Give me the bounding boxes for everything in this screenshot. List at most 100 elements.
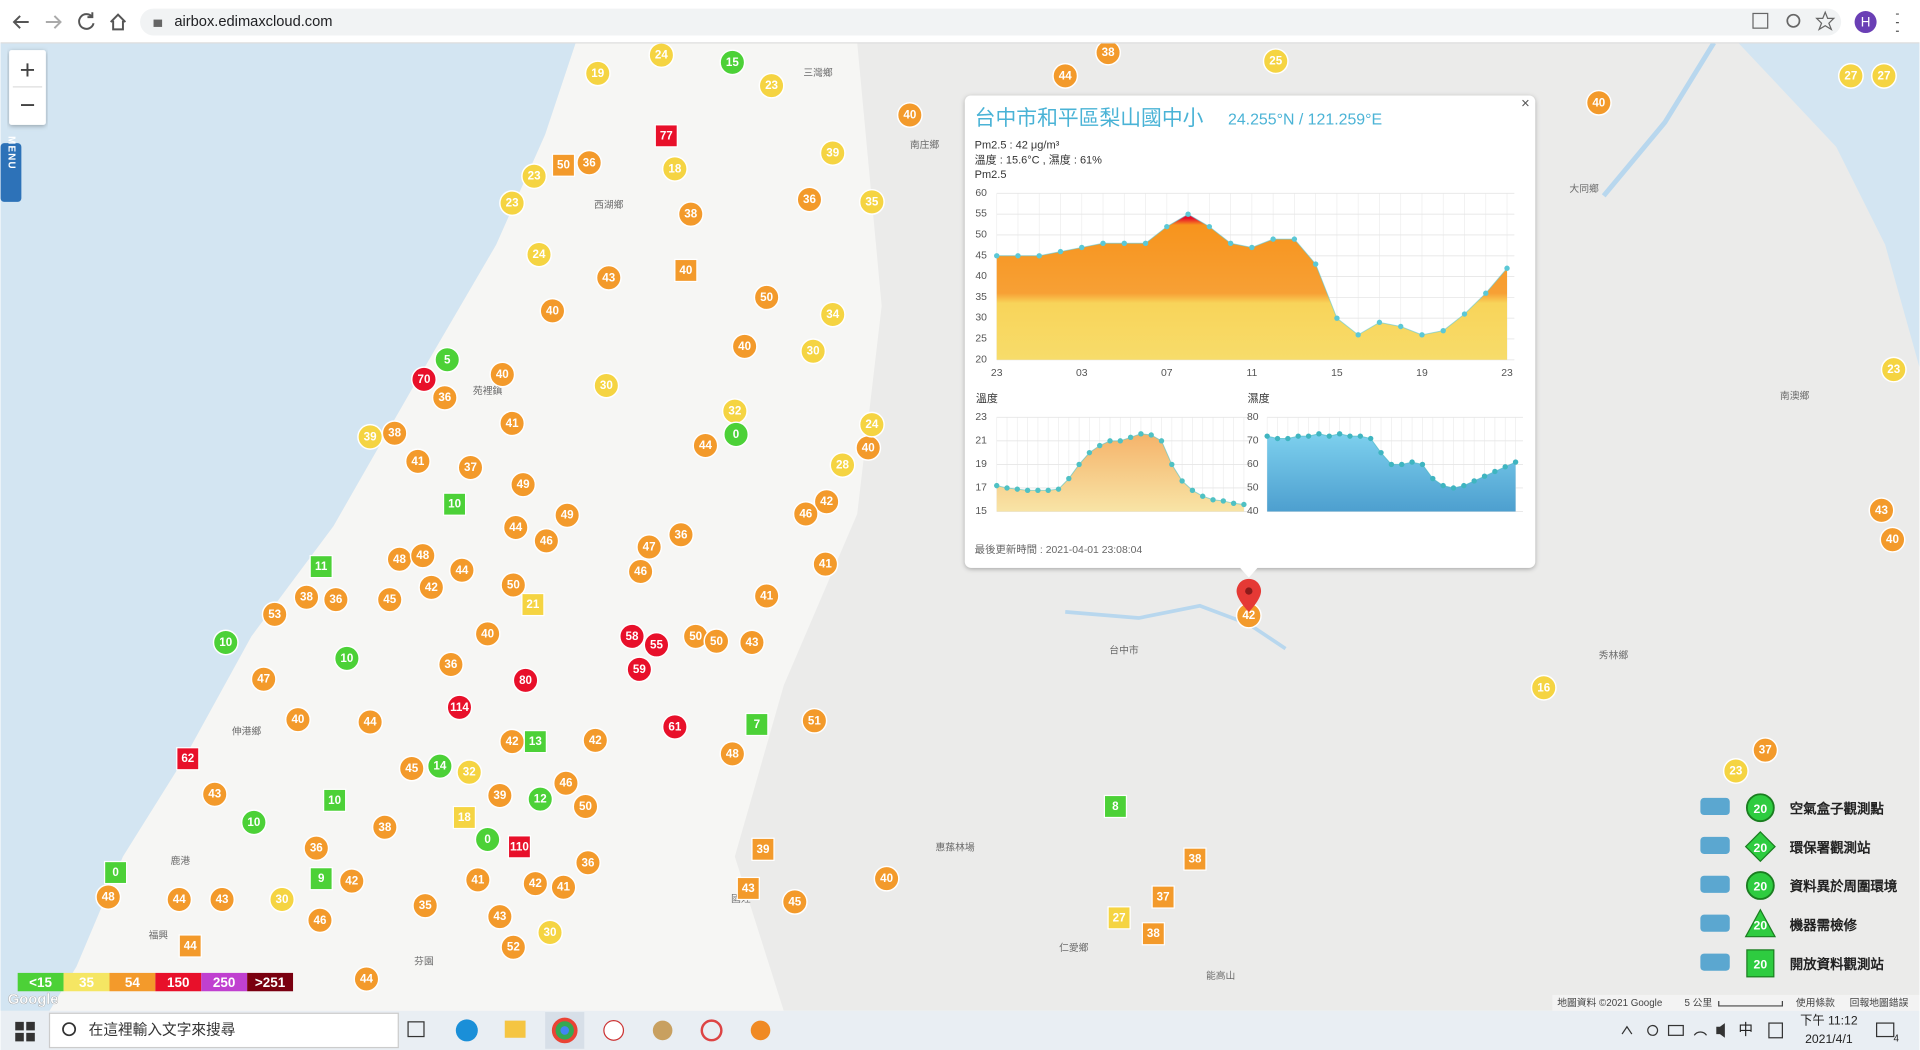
station-marker[interactable]: 48 [95,884,122,910]
station-marker[interactable]: 24 [858,411,885,438]
station-marker[interactable]: 44 [353,966,380,992]
station-marker[interactable]: 41 [550,874,577,901]
station-marker[interactable]: 40 [873,865,900,892]
station-marker[interactable]: 77 [654,124,678,148]
station-marker[interactable]: 44 [178,934,202,958]
station-marker[interactable]: 42 [522,870,549,897]
station-marker[interactable]: 45 [398,755,425,782]
station-marker[interactable]: 18 [661,155,688,182]
station-marker[interactable]: 46 [306,907,333,934]
station-marker[interactable]: 30 [269,886,296,913]
station-marker[interactable]: 39 [751,837,775,861]
station-marker[interactable]: 51 [801,707,828,734]
bookmark-star[interactable] [1815,10,1836,31]
station-marker[interactable]: 50 [682,623,709,650]
wifi-icon[interactable] [1693,1031,1708,1036]
station-marker[interactable]: 23 [499,190,526,217]
station-marker[interactable]: 46 [792,501,819,527]
station-marker[interactable]: 10 [323,788,347,812]
station-marker[interactable]: 36 [303,835,330,862]
station-marker[interactable]: 40 [1879,526,1906,553]
station-marker[interactable]: 36 [796,186,823,213]
menu-tab[interactable] [0,143,22,202]
station-marker[interactable]: 34 [819,301,846,328]
station-marker[interactable]: 39 [357,423,384,450]
station-marker[interactable]: 23 [1722,758,1749,784]
app-icon[interactable] [603,1020,625,1041]
station-marker[interactable]: 43 [1868,497,1895,524]
station-marker[interactable]: 30 [537,919,564,946]
station-marker[interactable]: 59 [626,656,653,683]
station-marker[interactable]: 38 [1095,39,1122,66]
station-marker[interactable]: 42 [1235,602,1262,629]
station-marker[interactable]: 41 [464,866,491,893]
station-marker[interactable]: 27 [1870,62,1897,89]
station-marker[interactable]: 40 [539,297,566,324]
station-marker[interactable]: 40 [284,706,311,733]
station-marker[interactable]: 25 [1262,48,1289,75]
station-marker[interactable]: 55 [643,631,670,658]
station-marker[interactable]: 43 [486,903,513,930]
station-marker[interactable]: 13 [523,729,547,754]
station-marker[interactable]: 38 [1141,922,1165,946]
station-marker[interactable]: 36 [437,651,464,678]
station-marker[interactable]: 46 [627,558,654,585]
station-marker[interactable]: 44 [502,514,529,541]
station-marker[interactable]: 36 [668,521,694,548]
forward-button[interactable] [45,15,62,29]
station-marker[interactable]: 40 [489,361,516,388]
station-marker[interactable]: 42 [813,488,840,515]
station-marker[interactable]: 38 [293,584,320,611]
station-marker[interactable]: 10 [240,809,267,836]
edge-icon[interactable] [455,1019,478,1042]
station-marker[interactable]: 11 [309,554,333,579]
station-marker[interactable]: 38 [677,201,704,228]
station-marker[interactable]: 47 [636,534,663,560]
station-marker[interactable]: 30 [593,372,620,399]
translate-icon[interactable] [1752,12,1769,29]
zoom-in[interactable]: + [20,55,36,85]
station-marker[interactable]: 41 [753,583,780,609]
ime-indicator[interactable]: 中 [1738,1021,1753,1038]
close-button[interactable]: × [1521,96,1530,112]
station-marker[interactable]: 42 [418,574,445,601]
zoom-out[interactable]: − [20,90,36,120]
volume-icon[interactable] [1716,1023,1725,1038]
station-marker[interactable]: 27 [1107,906,1131,930]
station-marker[interactable]: 48 [409,542,436,569]
station-marker[interactable]: 41 [812,551,839,578]
tray-icon[interactable] [1768,1022,1783,1039]
report-link[interactable]: 回報地圖錯誤 [1850,996,1909,1009]
station-marker[interactable]: 37 [1752,737,1779,764]
station-marker[interactable]: 53 [261,601,288,628]
station-marker[interactable]: 43 [201,781,228,808]
station-marker[interactable]: 28 [829,452,856,479]
back-button[interactable] [12,15,29,29]
station-marker[interactable]: 61 [661,713,688,740]
start-button[interactable] [15,1021,35,1042]
station-marker[interactable]: 42 [338,868,365,895]
station-marker[interactable]: 16 [1530,674,1557,701]
station-marker[interactable]: 38 [381,420,408,447]
station-marker[interactable]: 37 [1151,885,1175,909]
station-marker[interactable]: 23 [1880,356,1907,383]
app-icon[interactable] [750,1020,771,1041]
tray-chevron[interactable] [1621,1025,1633,1035]
station-marker[interactable]: 48 [386,546,413,573]
station-marker[interactable]: 7 [745,712,769,737]
home-button[interactable] [110,13,127,31]
station-marker[interactable]: 50 [753,284,780,311]
station-marker[interactable]: 24 [526,241,552,268]
station-marker[interactable]: 49 [554,502,581,529]
station-marker[interactable]: 40 [731,333,758,360]
tray-icon[interactable] [1667,1024,1684,1036]
station-marker[interactable]: 21 [521,592,545,617]
station-marker[interactable]: 50 [551,153,576,177]
station-marker[interactable]: 80 [512,667,539,694]
station-marker[interactable]: 36 [575,849,601,876]
station-marker[interactable]: 0 [474,826,501,853]
station-marker[interactable]: 43 [736,876,760,901]
station-marker[interactable]: 35 [412,892,439,919]
station-marker[interactable]: 0 [103,860,128,885]
station-marker[interactable]: 39 [486,782,513,809]
